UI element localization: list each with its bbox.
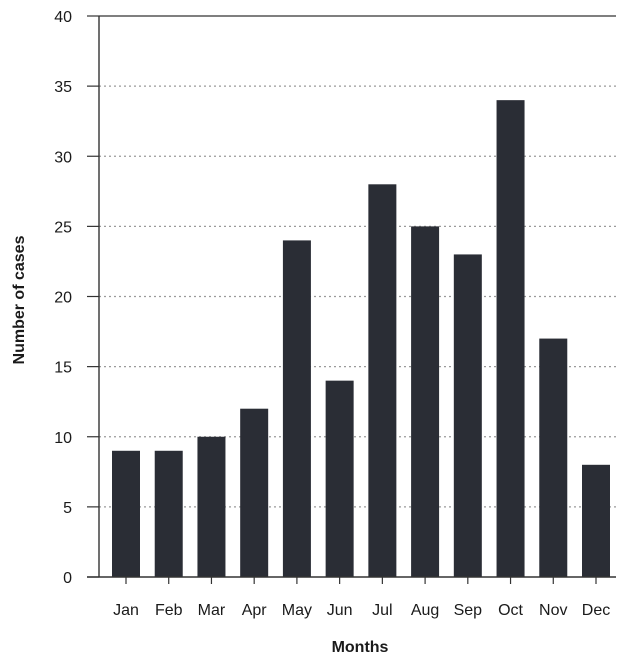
x-tick-label-jul: Jul [372,602,392,619]
bar-apr [240,408,269,577]
bar-sep [453,254,482,578]
bar-jul [368,184,397,578]
x-tick-label-dec: Dec [582,602,610,619]
x-tick-label-oct: Oct [498,602,523,619]
axes [87,15,616,584]
bar-feb [154,450,183,577]
x-tick-label-mar: Mar [198,602,226,619]
bar-oct [496,100,525,578]
y-tick-label-10: 10 [54,430,72,447]
bar-jun [325,380,354,577]
y-tick-label-30: 30 [54,149,72,166]
y-tick-label-5: 5 [63,500,72,517]
x-tick-label-may: May [282,602,312,619]
x-tick-label-nov: Nov [539,602,567,619]
bar-nov [539,338,568,577]
bars [112,100,610,578]
bar-aug [411,226,440,577]
y-tick-label-15: 15 [54,360,72,377]
bar-dec [582,464,610,577]
x-axis-title: Months [332,639,389,656]
y-tick-label-0: 0 [63,570,72,587]
y-tick-label-35: 35 [54,79,72,96]
x-tick-label-jun: Jun [327,602,353,619]
y-axis-title: Number of cases [11,235,28,364]
x-tick-label-sep: Sep [454,602,483,619]
bar-mar [197,436,226,577]
x-tick-label-feb: Feb [155,602,183,619]
y-tick-labels: 0 5 10 15 20 25 30 35 40 [54,9,72,587]
x-tick-label-aug: Aug [411,602,439,619]
x-tick-labels: Jan Feb Mar Apr May Jun Jul Aug Sep Oct Nov Dec [113,602,610,619]
y-tick-label-20: 20 [54,290,72,307]
y-tick-label-25: 25 [54,219,72,236]
bar-may [282,240,311,577]
x-tick-label-apr: Apr [242,602,268,619]
y-tick-label-40: 40 [54,9,72,26]
bar-jan [112,450,140,577]
gridlines [99,85,616,508]
x-tick-label-jan: Jan [113,602,139,619]
